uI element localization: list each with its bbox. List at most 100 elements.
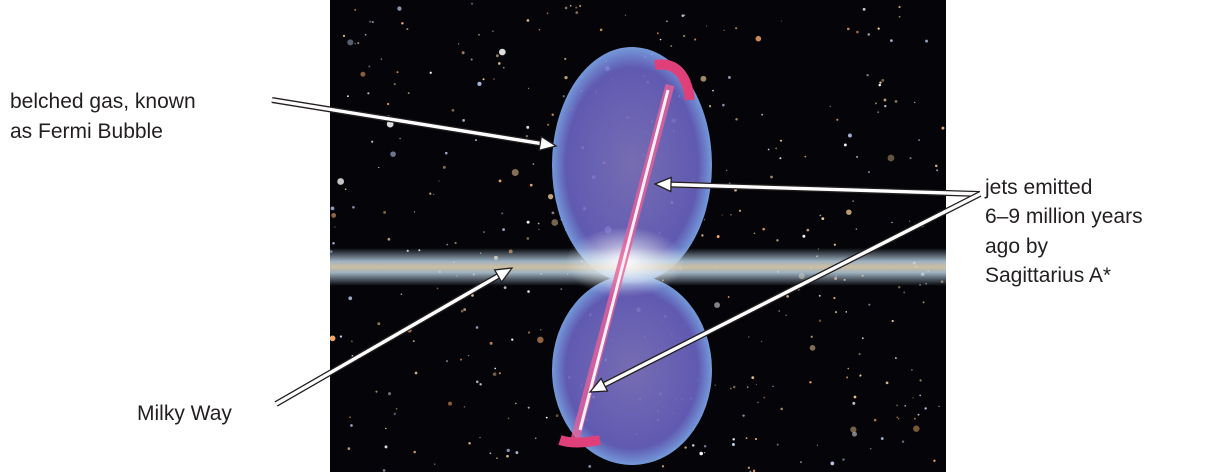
star [819,214,822,217]
star [511,169,519,176]
star [515,451,519,455]
star [347,447,351,450]
star [527,87,530,90]
star [378,166,380,169]
star [786,295,789,298]
star [881,78,885,82]
star [862,7,866,11]
star [868,303,871,306]
star [460,358,463,361]
star [371,140,374,143]
star [810,335,813,338]
space-image [330,0,946,472]
star [503,286,507,290]
star [703,451,706,454]
star [413,211,416,213]
star [492,372,497,376]
star [918,139,921,142]
star [463,405,466,408]
star [475,380,479,384]
label-line: Sagittarius A* [985,264,1111,287]
label-line: belched gas, known [10,90,196,113]
star [752,469,756,472]
star [495,54,499,58]
star [478,33,480,36]
star [762,227,766,231]
star [526,220,530,224]
star [498,372,501,375]
star [850,426,857,433]
star [936,169,939,172]
arrow [588,191,982,393]
star [757,401,759,404]
star [873,418,877,422]
star [527,331,531,334]
star [809,381,812,384]
star [407,92,410,95]
star [852,431,857,437]
star [390,151,396,157]
star [393,82,396,86]
star [877,111,880,114]
star [754,437,758,441]
star [383,211,387,214]
star [624,14,627,16]
star [534,437,537,440]
star [867,171,870,174]
star [897,418,900,420]
star [445,359,449,363]
star [908,220,911,222]
star [564,76,568,80]
star [433,193,435,196]
star [821,217,825,220]
star [919,379,922,382]
star [526,237,530,240]
star [479,436,481,439]
star [575,11,579,14]
star [496,457,498,459]
star [735,27,738,30]
star [911,369,913,371]
star [934,164,938,168]
star [712,89,714,92]
star [532,163,535,165]
star [894,357,897,359]
star [731,442,735,446]
star [818,294,821,297]
star [562,95,565,98]
star [347,39,354,46]
star [847,367,850,370]
star [714,302,720,309]
star [350,340,353,343]
star [833,243,836,246]
star [883,98,887,102]
star [352,205,355,209]
star [332,241,335,245]
star [767,148,770,151]
star [806,228,810,232]
star [732,438,735,441]
star [776,239,779,242]
star [547,123,550,126]
star [897,285,901,289]
star [684,446,687,449]
star [537,222,540,225]
star [429,192,432,195]
star [898,15,901,18]
star [400,293,403,296]
star [913,417,916,420]
star [451,108,455,112]
star [369,20,372,23]
star [755,383,758,386]
star [429,71,432,74]
star [357,41,360,45]
star [846,209,852,215]
star [339,335,343,338]
star [878,83,881,87]
star [470,2,474,5]
star [330,335,336,342]
star [475,326,479,329]
star [880,437,884,440]
star [360,71,366,77]
star [529,183,533,187]
